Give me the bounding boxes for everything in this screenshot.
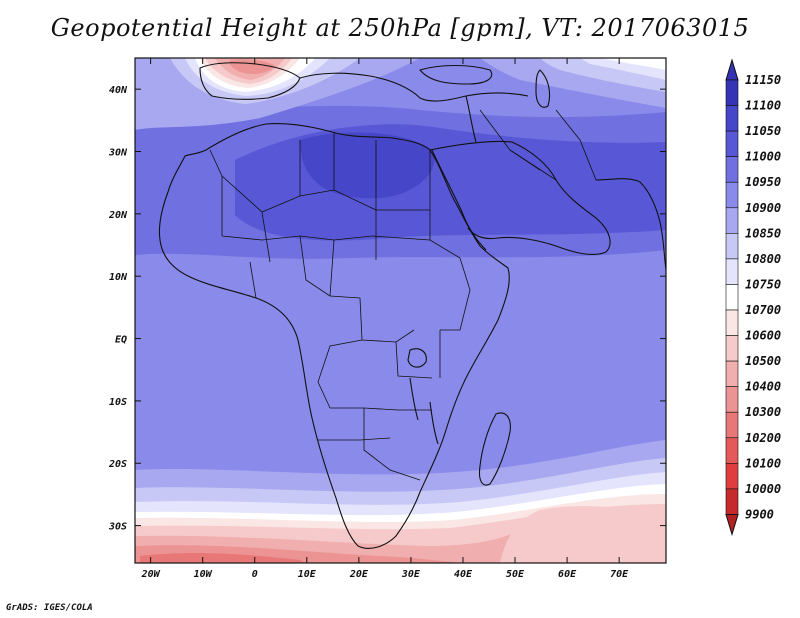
y-tick-label: EQ	[115, 335, 127, 346]
colorbar-swatch	[725, 156, 739, 183]
colorbar-label: 10300	[745, 405, 781, 419]
colorbar-label: 10400	[745, 380, 781, 394]
colorbar-swatch	[725, 386, 739, 413]
africa-outline	[158, 122, 510, 549]
x-tick-label: 30E	[401, 569, 421, 580]
colorbar-label: 10100	[745, 456, 781, 470]
x-tick-label: 10W	[194, 569, 213, 580]
colorbar-swatch	[725, 207, 739, 234]
arabia-north	[465, 95, 477, 143]
colorbar-swatch	[725, 79, 739, 106]
iberia	[199, 62, 301, 100]
colorbar-swatch	[725, 360, 739, 387]
colorbar-swatch	[725, 105, 739, 132]
colorbar-label: 10850	[745, 226, 781, 240]
colorbar-label: 11100	[745, 99, 781, 113]
colorbar-swatch	[725, 284, 739, 311]
x-tick-label: 70E	[610, 569, 629, 580]
colorbar-label: 10950	[745, 175, 781, 189]
y-tick-label: 20N	[108, 210, 128, 221]
colorbar-label: 10900	[745, 201, 781, 215]
colorbar-label: 10000	[745, 482, 781, 496]
height-field	[135, 58, 666, 563]
x-tick-label: 10E	[298, 569, 317, 580]
map-axes: 20W 10W 0 10E 20E 30E 40E 50E 60E 70E 40N 30N 20N 10N…	[108, 58, 666, 580]
madagascar	[478, 412, 511, 486]
colorbar-label: 10700	[745, 303, 781, 317]
india-outline	[595, 178, 666, 271]
y-tick-label: 30S	[108, 522, 127, 533]
colorbar-swatch	[725, 258, 739, 285]
y-tick-label: 10S	[109, 397, 127, 408]
country-borders	[209, 109, 597, 481]
y-tick-label: 10N	[109, 272, 128, 283]
lake-malawi	[429, 401, 439, 445]
y-tick-label: 20S	[108, 459, 127, 470]
colorbar-label: 10200	[745, 431, 781, 445]
colorbar-swatch	[725, 309, 739, 336]
x-tick-label: 0	[252, 569, 258, 580]
x-tick-label: 20W	[141, 569, 161, 580]
colorbar-label: 10800	[745, 252, 781, 266]
colorbar-label: 11150	[745, 73, 781, 87]
x-tick-label: 50E	[506, 569, 525, 580]
colorbar-swatch	[725, 463, 739, 490]
colorbar-swatch	[725, 488, 739, 515]
y-tick-label: 30N	[108, 148, 128, 159]
lake-victoria	[407, 348, 427, 368]
y-tick-label: 40N	[109, 85, 128, 96]
colorbar-swatch	[725, 181, 739, 209]
mediterranean-north	[299, 72, 529, 102]
colorbar-label: 9900	[745, 507, 774, 521]
grads-credit: GrADS: IGES/COLA	[6, 603, 93, 613]
colorbar: 11150 11100 11050 11000 10950 10900 10850 10800…	[725, 58, 781, 537]
colorbar-label: 11050	[745, 124, 781, 138]
coastlines	[158, 62, 666, 549]
red-sea	[431, 149, 487, 251]
colorbar-top-arrow	[725, 58, 739, 81]
band-10750-ne	[600, 58, 666, 70]
x-tick-label: 60E	[558, 569, 577, 580]
band-10300-s	[140, 553, 305, 563]
colorbar-swatch	[725, 233, 739, 260]
plot-frame	[134, 57, 667, 564]
black-sea	[419, 65, 493, 85]
colorbar-swatch	[725, 411, 739, 439]
x-tick-label: 40E	[454, 569, 473, 580]
page-title: Geopotential Height at 250hPa [gpm], VT:…	[50, 14, 750, 42]
colorbar-label: 10750	[745, 277, 781, 291]
colorbar-swatch	[725, 335, 739, 362]
colorbar-swatch	[725, 437, 739, 464]
colorbar-label: 10500	[745, 354, 781, 368]
band-10600-se	[500, 506, 666, 563]
colorbar-swatch	[725, 130, 739, 157]
caspian	[535, 69, 551, 108]
x-tick-label: 20E	[349, 569, 369, 580]
colorbar-label: 10600	[745, 329, 781, 343]
colorbar-bottom-arrow	[725, 513, 739, 537]
colorbar-label: 11000	[745, 150, 781, 164]
arabia-outline	[429, 140, 611, 255]
lake-tanganyika	[409, 377, 419, 421]
